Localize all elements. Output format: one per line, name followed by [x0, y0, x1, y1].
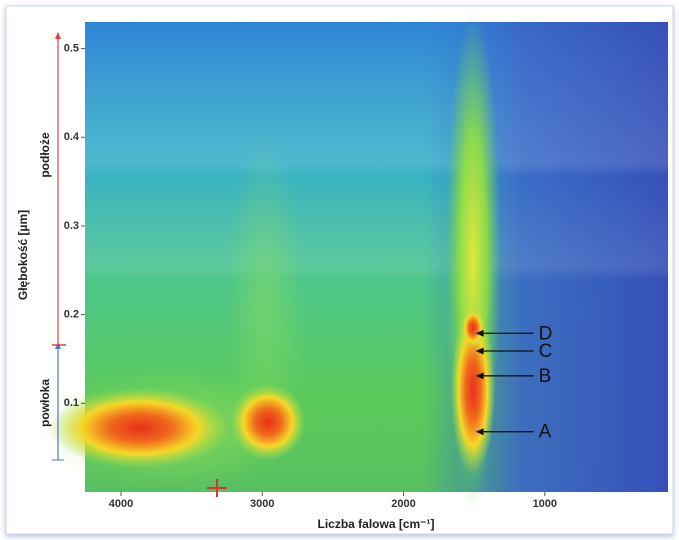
annotation-arrowhead: [475, 428, 484, 436]
x-tick-label: 4000: [109, 498, 133, 510]
annotation-arrowhead: [475, 372, 484, 380]
x-axis-title: Liczba falowa [cm⁻¹]: [317, 517, 434, 531]
y-tick-label: 0.1: [64, 397, 79, 409]
y-tick-label: 0.2: [64, 309, 79, 321]
y-tick-label: 0.5: [64, 43, 79, 55]
annotation-label: C: [539, 341, 553, 362]
substrate-arrow: [55, 32, 61, 39]
y-tick-label: 0.3: [64, 220, 79, 232]
annotation-arrowhead: [475, 347, 484, 355]
x-tick-label: 3000: [250, 498, 274, 510]
x-tick-label: 2000: [391, 498, 415, 510]
heatmap: [40, 10, 668, 510]
x-tick-label: 1000: [533, 498, 557, 510]
annotation-label: A: [539, 422, 552, 443]
annotation-arrowhead: [475, 329, 484, 337]
y-axis-title: Głębokość [µm]: [16, 210, 30, 300]
y-tick-label: 0.4: [64, 131, 80, 143]
annotation-label: D: [539, 323, 553, 344]
substrate-label: podłoże: [38, 132, 52, 178]
annotation-label: B: [539, 366, 552, 387]
coating-label: powłoka: [38, 379, 52, 427]
